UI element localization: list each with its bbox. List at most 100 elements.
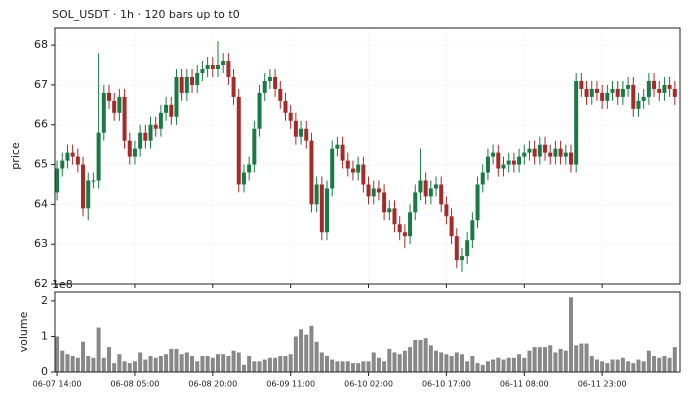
volume-bar xyxy=(325,356,330,372)
volume-bar xyxy=(247,356,252,372)
candle-body xyxy=(392,208,397,225)
candle-body xyxy=(356,164,361,173)
candle-body xyxy=(652,80,657,89)
volume-bar xyxy=(548,345,553,372)
chart-title: SOL_USDT · 1h · 120 bars up to t0 xyxy=(52,8,240,21)
candle-body xyxy=(241,172,246,185)
candle-body xyxy=(646,80,651,97)
candle-body xyxy=(641,96,646,101)
candle-body xyxy=(330,148,335,189)
candle-body xyxy=(132,148,137,157)
candle-body xyxy=(496,152,501,169)
volume-bar xyxy=(262,359,267,372)
y-tick-label: 0 xyxy=(41,365,48,378)
candle-body xyxy=(283,100,288,113)
volume-bar xyxy=(652,356,657,372)
candle-body xyxy=(579,80,584,89)
candle-body xyxy=(143,132,148,141)
candle-body xyxy=(325,188,330,233)
x-tick-label: 06-11 08:00 xyxy=(500,380,549,389)
volume-bar xyxy=(402,350,407,372)
candle-body xyxy=(221,61,226,66)
volume-bar xyxy=(589,356,594,372)
candle-body xyxy=(662,84,667,93)
volume-bar xyxy=(330,359,335,372)
candle-body xyxy=(397,224,402,233)
candle-body xyxy=(511,160,516,165)
candle-body xyxy=(672,88,677,97)
candle-body xyxy=(247,164,252,173)
candle-body xyxy=(449,216,454,237)
candle-body xyxy=(444,204,449,217)
candle-body xyxy=(480,172,485,185)
candle-body xyxy=(96,132,101,181)
candle-body xyxy=(267,76,272,81)
volume-bar xyxy=(138,352,143,372)
volume-bar xyxy=(439,352,444,372)
candle-body xyxy=(309,140,314,205)
volume-bar xyxy=(106,347,111,372)
candle-body xyxy=(584,88,589,97)
volume-bar xyxy=(387,348,392,372)
volume-bar xyxy=(195,361,200,372)
candle-body xyxy=(491,152,496,157)
volume-bar xyxy=(537,347,542,372)
volume-bar xyxy=(397,354,402,372)
volume-bar xyxy=(636,359,641,372)
volume-bar xyxy=(496,357,501,372)
volume-bar xyxy=(423,338,428,372)
candle-body xyxy=(454,236,459,261)
volume-bar xyxy=(594,359,599,372)
candle-body xyxy=(423,180,428,197)
volume-bar xyxy=(605,363,610,372)
volume-bar xyxy=(283,356,288,372)
candle-body xyxy=(506,160,511,165)
volume-bar xyxy=(532,347,537,372)
candle-body xyxy=(605,92,610,101)
candle-body xyxy=(210,65,215,70)
y-tick-label: 62 xyxy=(34,277,48,290)
x-tick-label: 06-10 17:00 xyxy=(422,380,471,389)
volume-bar xyxy=(470,356,475,372)
volume-bar xyxy=(641,361,646,372)
volume-bar xyxy=(314,341,319,372)
volume-bar xyxy=(413,340,418,372)
volume-bar xyxy=(371,352,376,372)
volume-bar xyxy=(382,361,387,372)
candle-body xyxy=(657,88,662,93)
volume-bar xyxy=(408,347,413,372)
y-tick-label: 2 xyxy=(41,294,48,307)
candle-body xyxy=(387,208,392,213)
candle-body xyxy=(304,128,309,141)
volume-bar xyxy=(231,350,236,372)
volume-bar xyxy=(122,361,127,372)
volume-bar xyxy=(517,354,522,372)
volume-bar xyxy=(169,348,174,372)
volume-bar xyxy=(60,350,65,372)
candle-body xyxy=(439,184,444,205)
candle-body xyxy=(428,188,433,197)
volume-bar xyxy=(646,350,651,372)
candle-body xyxy=(522,152,527,157)
volume-bar xyxy=(345,361,350,372)
candle-body xyxy=(626,84,631,89)
candle-body xyxy=(361,164,366,185)
volume-bar xyxy=(584,343,589,372)
volume-bar xyxy=(226,356,231,372)
volume-bar xyxy=(257,361,262,372)
candle-body xyxy=(257,92,262,129)
volume-bar xyxy=(418,340,423,372)
candle-body xyxy=(127,140,132,157)
candle-body xyxy=(215,65,220,70)
volume-bar xyxy=(615,359,620,372)
y-tick-label: 65 xyxy=(34,158,48,171)
volume-bar xyxy=(543,347,548,372)
volume-bar xyxy=(164,354,169,372)
volume-bar xyxy=(55,336,60,372)
volume-bar xyxy=(459,354,464,372)
volume-bar xyxy=(112,363,117,372)
volume-bar xyxy=(75,357,80,372)
y-axis-label: volume xyxy=(17,311,30,352)
candle-body xyxy=(548,152,553,157)
